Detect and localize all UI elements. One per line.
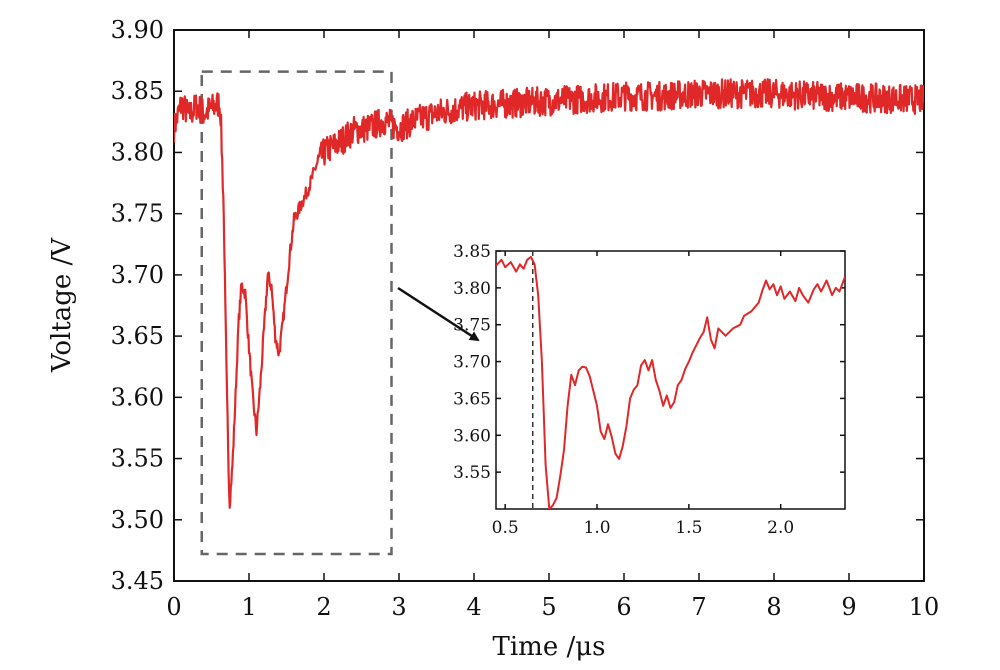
inset-y-tick-label: 3.85 [453, 242, 491, 262]
main-x-tick-label: 1 [241, 593, 256, 621]
inset-x-tick-label: 2.0 [767, 518, 794, 538]
inset-x-tick-label: 1.0 [584, 518, 611, 538]
inset-y-tick-label: 3.80 [453, 279, 491, 299]
inset-ticks [496, 250, 845, 509]
main-x-tick-label: 10 [909, 593, 940, 621]
main-y-tick-label: 3.70 [111, 261, 164, 289]
main-x-tick-label: 6 [616, 593, 631, 621]
main-y-tick-label: 3.65 [111, 322, 164, 350]
main-x-tick-label: 5 [541, 593, 556, 621]
main-x-tick-label: 2 [316, 593, 331, 621]
inset-y-tick-label: 3.60 [453, 426, 491, 446]
main-x-tick-label: 3 [391, 593, 406, 621]
main-y-tick-label: 3.90 [111, 16, 164, 44]
main-ticks [173, 29, 925, 582]
main-y-tick-label: 3.60 [111, 383, 164, 411]
zoom-arrow [397, 286, 480, 342]
inset-y-tick-label: 3.70 [453, 353, 491, 373]
inset-y-tick-label: 3.65 [453, 389, 491, 409]
inset-plot: 0.5 1.0 1.5 2.0 3.55 3.60 3.65 3.70 3.75 3.80 3.85 [453, 242, 846, 538]
inset-y-tick-label: 3.55 [453, 463, 491, 483]
zoom-region [200, 70, 393, 556]
main-x-tick-label: 8 [766, 593, 781, 621]
main-x-tick-label: 7 [691, 593, 706, 621]
main-x-tick-label: 4 [466, 593, 481, 621]
inset-x-tick-label: 0.5 [492, 518, 519, 538]
main-tick-labels: 0 1 2 3 4 5 6 7 8 9 10 3.45 3.50 3.55 3.60 3.65 3.70 3.75… [111, 16, 940, 621]
main-y-tick-label: 3.55 [111, 445, 164, 473]
main-y-tick-label: 3.75 [111, 200, 164, 228]
main-x-tick-label: 0 [166, 593, 181, 621]
x-axis-title: Time /μs [493, 632, 606, 662]
inset-plot-frame [495, 250, 846, 510]
voltage-series-line [174, 78, 924, 509]
inset-tick-labels: 0.5 1.0 1.5 2.0 3.55 3.60 3.65 3.70 3.75 3.80 3.85 [453, 242, 794, 538]
y-axis-title: Voltage /V [47, 237, 77, 373]
main-y-tick-label: 3.80 [111, 138, 164, 166]
main-y-tick-label: 3.50 [111, 506, 164, 534]
main-y-tick-label: 3.85 [111, 77, 164, 105]
inset-voltage-series-line [496, 255, 845, 509]
inset-x-tick-label: 1.5 [675, 518, 702, 538]
zoom-box [200, 70, 393, 556]
main-y-tick-label: 3.45 [111, 567, 164, 595]
main-x-tick-label: 9 [841, 593, 856, 621]
inset-y-tick-label: 3.75 [453, 316, 491, 336]
